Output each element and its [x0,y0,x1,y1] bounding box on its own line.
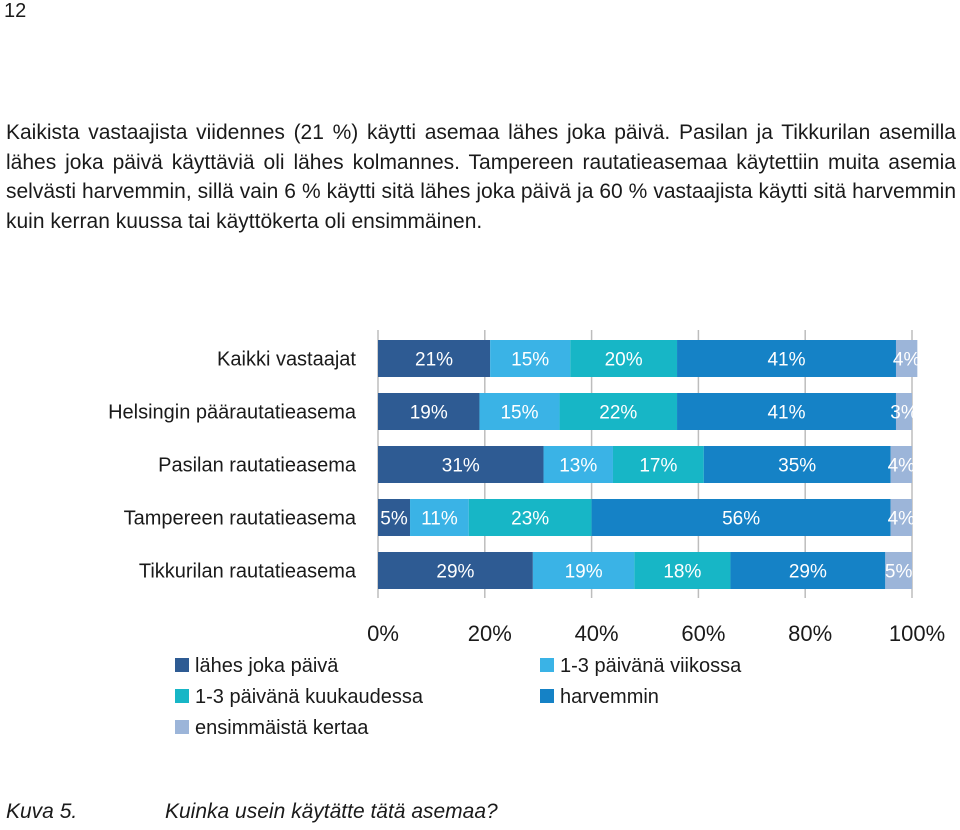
data-label: 15% [500,403,538,424]
legend-label: ensimmäistä kertaa [195,717,369,739]
data-label: 4% [888,456,916,477]
legend-swatch [175,658,189,672]
legend-swatch [540,658,554,672]
bar-segment [895,393,912,430]
figure-caption-label: Kuva 5. [6,800,78,823]
bar-segment [378,499,411,536]
bar-segment [378,552,533,589]
bar-segment [479,393,560,430]
legend-swatch [540,689,554,703]
data-label: 41% [767,350,805,371]
legend-label: harvemmin [560,686,659,708]
bar-segment [703,446,891,483]
bar-segment [543,446,613,483]
legend-label: lähes joka päivä [195,655,339,677]
bar-segment [378,446,544,483]
data-label: 15% [511,350,549,371]
bar-segment [591,499,891,536]
data-label: 29% [789,562,827,583]
bar-segment [570,340,678,377]
data-label: 19% [565,562,603,583]
bar-segment [885,552,912,589]
data-label: 56% [722,509,760,530]
data-label: 5% [380,509,408,530]
data-label: 23% [511,509,549,530]
data-label: 4% [893,350,921,371]
bar-segment [677,393,896,430]
bar-segment [730,552,886,589]
bar-segment [559,393,678,430]
bar-segment [890,446,912,483]
x-tick-label: 40% [575,621,619,646]
bar-segment [490,340,571,377]
data-label: 19% [410,403,448,424]
data-label: 29% [436,562,474,583]
data-label: 3% [890,403,918,424]
bar-segment [677,340,896,377]
data-label: 41% [767,403,805,424]
figure-caption-text: Kuinka usein käytätte tätä asemaa? [165,800,498,823]
bar-segment [468,499,592,536]
bar-segment [890,499,912,536]
bar-segment [895,340,918,377]
category-label: Pasilan rautatieasema [158,455,357,477]
legend-swatch [175,720,189,734]
bar-segment [378,340,491,377]
intro-paragraph: Kaikista vastaajista viidennes (21 %) kä… [6,121,956,233]
x-tick-label: 0% [367,621,399,646]
bar-segment [410,499,469,536]
data-label: 5% [885,562,913,583]
data-label: 11% [421,509,458,530]
data-label: 20% [605,350,643,371]
legend-label: 1-3 päivänä viikossa [560,655,742,677]
data-label: 4% [888,509,916,530]
x-tick-label: 80% [788,621,832,646]
legend-label: 1-3 päivänä kuukaudessa [195,686,424,708]
data-label: 35% [778,456,816,477]
legend-swatch [175,689,189,703]
bar-segment [612,446,704,483]
category-label: Kaikki vastaajat [217,349,356,371]
category-label: Helsingin päärautatieasema [108,402,357,424]
data-label: 13% [559,456,597,477]
category-label: Tampereen rautatieasema [124,508,357,530]
bar-segment [378,393,480,430]
page-number: 12 [4,0,27,22]
data-label: 31% [442,456,480,477]
data-label: 22% [599,403,637,424]
x-tick-label: 60% [681,621,725,646]
bar-segment [532,552,635,589]
x-tick-label: 20% [468,621,512,646]
bar-segment [634,552,731,589]
category-label: Tikkurilan rautatieasema [139,561,357,583]
x-tick-label: 100% [889,621,945,646]
data-label: 17% [639,456,677,477]
data-label: 21% [415,350,453,371]
data-label: 18% [663,562,701,583]
